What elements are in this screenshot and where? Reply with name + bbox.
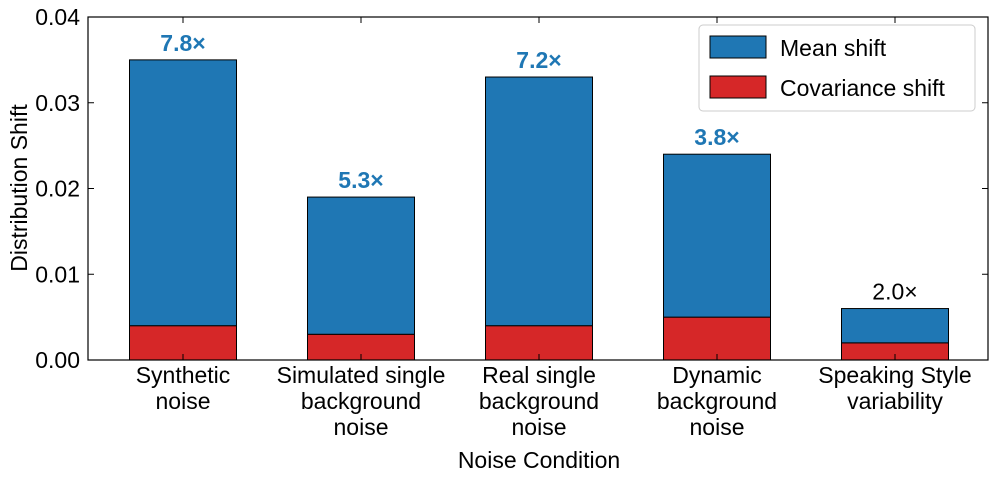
- bar-mean-shift-3: [485, 76, 593, 327]
- x-tick-label-2-line-1: Simulated single: [277, 362, 446, 388]
- x-tick-label-3-line-3: noise: [512, 414, 567, 440]
- x-tick-label-5-line-1: Speaking Style: [818, 362, 971, 388]
- legend-label-covariance-shift: Covariance shift: [780, 75, 946, 101]
- legend-swatch-mean-shift: [709, 35, 767, 59]
- x-tick-label-1-line-2: noise: [156, 388, 211, 414]
- ratio-label-4: 3.8×: [694, 124, 739, 150]
- x-tick-label-4-line-2: background: [657, 388, 777, 414]
- x-tick-label-2-line-3: noise: [334, 414, 389, 440]
- y-tick-label: 0.03: [35, 90, 80, 116]
- ratio-labels-layer: 7.8× 5.3× 7.2× 3.8× 2.0×: [160, 30, 917, 305]
- axes-layer: 0.000.010.020.030.04SyntheticnoiseSimula…: [35, 4, 989, 440]
- x-axis-title: Noise Condition: [458, 447, 620, 473]
- legend-swatch-covariance-shift: [709, 75, 767, 99]
- ratio-label-1: 7.8×: [160, 30, 205, 56]
- x-tick-label-3-line-2: background: [479, 388, 599, 414]
- bar-mean-shift-5: [841, 308, 949, 344]
- x-tick-label-4-line-1: Dynamic: [672, 362, 761, 388]
- ratio-label-5: 2.0×: [872, 279, 917, 305]
- bar-covariance-shift-4: [663, 316, 771, 361]
- x-tick-label-5-line-2: variability: [847, 388, 943, 414]
- bars-layer: [129, 59, 949, 361]
- y-tick-label: 0.00: [35, 347, 80, 373]
- bar-mean-shift-2: [307, 196, 415, 335]
- legend-frame: [698, 24, 976, 112]
- ratio-label-3: 7.2×: [516, 47, 561, 73]
- x-tick-label-1-line-1: Synthetic: [136, 362, 231, 388]
- legend-label-mean-shift: Mean shift: [780, 35, 887, 61]
- x-tick-label-4-line-3: noise: [690, 414, 745, 440]
- bar-mean-shift-4: [663, 153, 771, 318]
- x-tick-label-2-line-2: background: [301, 388, 421, 414]
- y-tick-label: 0.02: [35, 176, 80, 202]
- x-tick-label-3-line-1: Real single: [482, 362, 596, 388]
- bar-mean-shift-1: [129, 59, 237, 327]
- y-tick-label: 0.04: [35, 4, 80, 30]
- y-axis-title: Distribution Shift: [6, 104, 32, 272]
- y-tick-label: 0.01: [35, 261, 80, 287]
- ratio-label-2: 5.3×: [338, 167, 383, 193]
- legend: Mean shift Covariance shift: [698, 24, 976, 112]
